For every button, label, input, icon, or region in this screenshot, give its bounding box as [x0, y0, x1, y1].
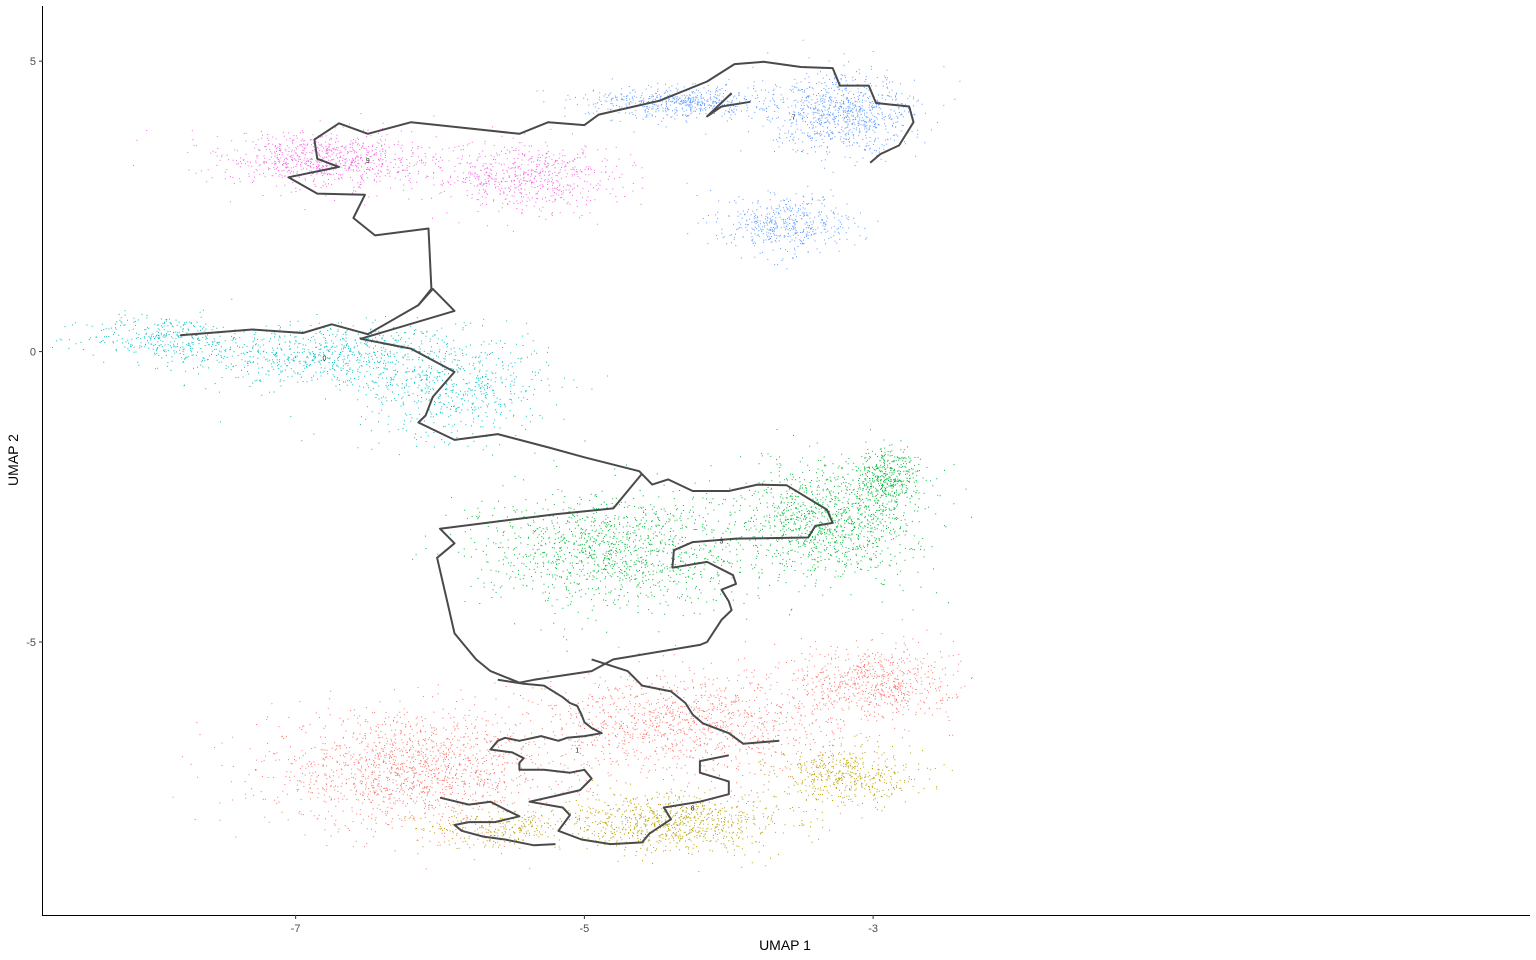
cluster-label-9: 9	[366, 158, 370, 165]
y-tick-label: 5	[30, 56, 36, 68]
cluster-0-points	[52, 298, 609, 462]
trajectory-segment-0	[180, 60, 915, 337]
x-tick-label: -5	[579, 923, 589, 935]
cluster-8-points	[404, 735, 953, 872]
cluster-3-points	[412, 429, 973, 652]
y-tick-label: -5	[26, 637, 36, 649]
cluster-label-8: 8	[691, 806, 695, 813]
trajectory-segment-3	[591, 658, 780, 745]
x-tick-label: -7	[291, 923, 301, 935]
trajectory-segment-4	[489, 678, 730, 846]
y-axis-title: UMAP 2	[5, 434, 21, 486]
axes	[42, 6, 1530, 916]
cluster-labels: 0 1 3 7 8 9	[323, 114, 796, 812]
trajectory-segment-5	[439, 796, 556, 847]
tick-labels: -7 -5 -3 -5 0 5	[26, 56, 878, 935]
cluster-1-points	[172, 619, 973, 870]
x-tick-label: -3	[868, 923, 878, 935]
cluster-label-1: 1	[575, 747, 579, 754]
scatter-points	[52, 39, 973, 872]
y-tick-label: 0	[30, 347, 36, 359]
cluster-9-points	[133, 113, 688, 232]
cluster-label-7: 7	[792, 114, 796, 121]
trajectory-paths	[180, 60, 915, 847]
cluster-7-points	[536, 39, 961, 270]
trajectory-segment-2	[359, 287, 834, 684]
cluster-label-3: 3	[720, 538, 724, 545]
trajectory-segment-1	[706, 92, 751, 118]
cluster-label-0: 0	[323, 355, 327, 362]
x-axis-title: UMAP 1	[759, 937, 811, 953]
